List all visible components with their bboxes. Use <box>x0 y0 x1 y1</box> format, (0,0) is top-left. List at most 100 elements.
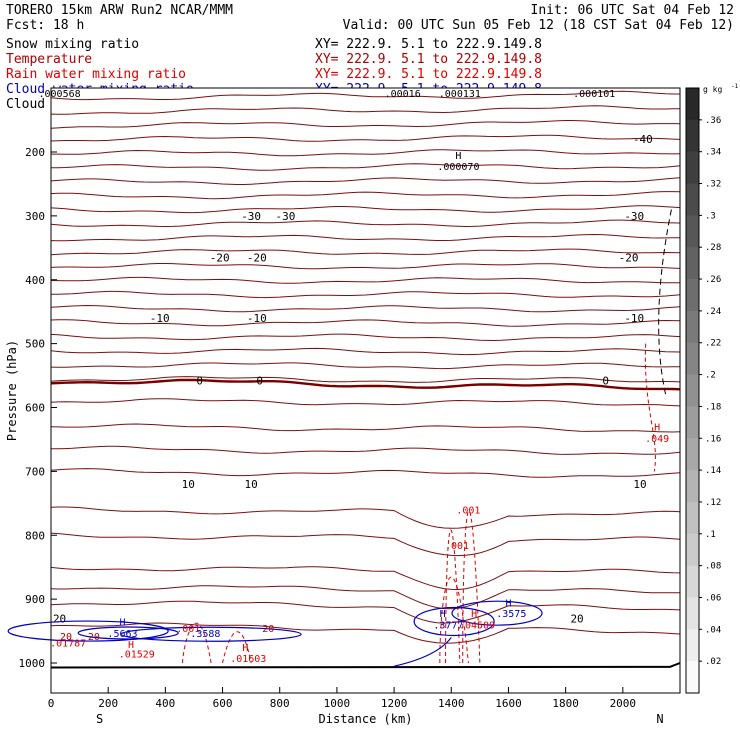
annotation-25: 20 <box>60 632 72 643</box>
terrain-line <box>50 662 681 669</box>
x-tick-label-10: 2000 <box>610 697 637 710</box>
annotation-7: .049 <box>645 434 669 445</box>
temperature-contour-19 <box>50 362 681 370</box>
annotation-3: .000101 <box>573 89 615 100</box>
temperature-contour-18 <box>50 347 681 356</box>
temperature-label-4-2: 0 <box>602 375 609 388</box>
temperature-label-3-2: -10 <box>624 312 644 325</box>
colorbar-swatch-13 <box>686 501 699 535</box>
y-axis-label: Pressure (hPa) <box>5 340 19 441</box>
colorbar-swatch-7 <box>686 310 699 344</box>
rain-plume-a <box>445 529 461 664</box>
y-tick-label-3: 500 <box>25 338 45 351</box>
colorbar-label-1: .34 <box>705 148 721 158</box>
x-axis-label: Distance (km) <box>319 712 413 726</box>
colorbar-unit: g kg <box>703 85 722 94</box>
temperature-label-0-0: -40 <box>633 133 653 146</box>
colorbar-swatch-17 <box>686 629 699 662</box>
cloud-water-loop-3 <box>120 626 302 642</box>
annotation-22: .04509 <box>459 621 495 632</box>
header-right-line-0: Init: 06 UTC Sat 04 Feb 12 <box>531 3 735 18</box>
temperature-label-1-1: -30 <box>276 210 296 223</box>
colorbar-label-16: .04 <box>705 625 721 635</box>
temperature-contour-26 <box>50 532 681 557</box>
x-tick-label-8: 1600 <box>495 697 522 710</box>
temperature-contour-28 <box>50 585 680 610</box>
temperature-contour-2 <box>50 120 681 129</box>
temperature-label-5-0: 10 <box>182 478 195 491</box>
temperature-contour-14 <box>51 290 681 299</box>
plot-frame <box>50 87 681 694</box>
x-tick-label-3: 600 <box>213 697 233 710</box>
cloud-water-loop-1 <box>7 620 169 642</box>
temperature-label-4-0: 0 <box>196 375 203 388</box>
annotation-14: .01787 <box>50 639 86 650</box>
temperature-label-6-2: 20 <box>570 612 583 625</box>
colorbar-label-13: .1 <box>705 530 716 540</box>
annotation-0: .000568 <box>38 89 80 100</box>
colorbar-swatch-12 <box>686 470 699 503</box>
plot-area <box>51 88 680 693</box>
field-name-2: Rain water mixing ratio <box>6 67 186 82</box>
colorbar-swatch-2 <box>686 151 699 185</box>
cloud-water-loop-5 <box>451 600 543 626</box>
colorbar-swatch-0 <box>686 88 699 121</box>
temperature-contour-9 <box>50 219 681 228</box>
y-tick-label-7: 900 <box>25 593 45 606</box>
temperature-label-5-1: 10 <box>245 478 258 491</box>
temperature-contour-21 <box>50 398 681 407</box>
temperature-label-2-1: -20 <box>247 251 267 264</box>
temperature-contour-30 <box>50 622 681 644</box>
temperature-contour-1 <box>50 105 681 115</box>
y-tick-label-0: 200 <box>25 146 45 159</box>
annotation-6: H <box>654 423 660 434</box>
temperature-contour-0 <box>50 90 680 101</box>
temperature-contour-8 <box>50 205 681 214</box>
temperature-contour-10 <box>50 233 681 242</box>
x-tick-label-4: 800 <box>270 697 290 710</box>
x-end-label-south: S <box>96 712 103 726</box>
temperature-contour-6 <box>50 177 681 185</box>
header-right-line-1: Valid: 00 UTC Sun 05 Feb 12 (18 CST Sat … <box>343 18 734 33</box>
annotation-24: .3575 <box>496 609 526 620</box>
colorbar-frame <box>685 87 700 694</box>
y-tick-label-5: 700 <box>25 465 45 478</box>
temperature-label-2-0: -20 <box>210 251 230 264</box>
temperature-contour-11 <box>50 248 681 256</box>
y-tick-label-8: 1000 <box>19 657 46 670</box>
temperature-contour-22 <box>50 423 681 433</box>
colorbar-swatch-6 <box>686 279 699 312</box>
colorbar-swatch-14 <box>686 533 699 567</box>
colorbar-swatch-1 <box>686 119 699 153</box>
y-tick-label-1: 300 <box>25 210 45 223</box>
annotation-9: .001 <box>445 541 469 552</box>
rain-plume-e <box>222 631 252 664</box>
colorbar-swatch-5 <box>686 247 699 280</box>
annotation-8: .001 <box>456 506 480 517</box>
annotation-20: .3777 <box>433 621 463 632</box>
temperature-contour-7 <box>50 191 681 200</box>
freezing-level-contour <box>50 378 681 391</box>
colorbar-label-10: .16 <box>705 434 721 444</box>
colorbar-label-2: .32 <box>705 180 721 190</box>
annotation-27: 20 <box>262 624 274 635</box>
field-xy-1: XY= 222.9. 5.1 to 222.9.149.8 <box>315 52 542 67</box>
colorbar-label-17: .02 <box>705 657 721 667</box>
y-tick-label-6: 800 <box>25 529 45 542</box>
rain-plume-b <box>462 510 481 664</box>
temperature-contour-27 <box>50 566 681 591</box>
colorbar-label-12: .12 <box>705 498 721 508</box>
annotation-19: H <box>440 609 446 620</box>
temperature-label-4-1: 0 <box>256 375 263 388</box>
temperature-contour-17 <box>50 333 681 342</box>
x-tick-label-7: 1400 <box>438 697 465 710</box>
annotation-16: .01529 <box>119 649 155 660</box>
colorbar-label-7: .22 <box>705 339 721 349</box>
temperature-contour-4 <box>51 149 681 157</box>
plot-background <box>51 88 680 693</box>
temperature-contour-20 <box>50 376 681 383</box>
colorbar-label-4: .28 <box>705 243 721 253</box>
temperature-contour-3 <box>50 134 681 142</box>
cloud-water-loop-4 <box>413 606 495 637</box>
